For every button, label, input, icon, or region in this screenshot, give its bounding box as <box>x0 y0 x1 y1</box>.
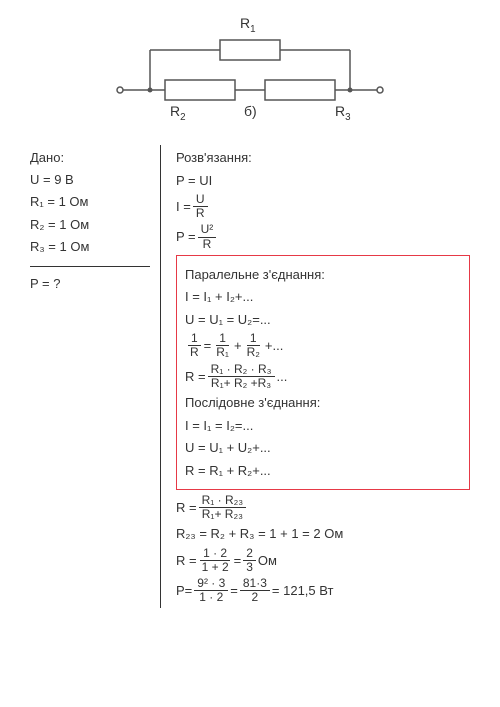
label-r1: R1 <box>240 15 256 35</box>
eq-i: I = UR <box>176 193 470 220</box>
solution-title: Розв'язання: <box>176 148 470 168</box>
ser-i: I = I₁ = I₂=... <box>185 416 461 436</box>
eq-p: P = U²R <box>176 223 470 250</box>
given-r1: R₁ = 1 Ом <box>30 193 148 211</box>
r-calc: R = R₁ · R₂₃R₁+ R₂₃ <box>176 494 470 521</box>
parallel-title: Паралельне з'єднання: <box>185 265 461 285</box>
formulas-box: Паралельне з'єднання: I = I₁ + I₂+... U … <box>176 255 470 490</box>
eq-p-ui: P = UI <box>176 171 470 191</box>
par-i: I = I₁ + I₂+... <box>185 287 461 307</box>
given-r2: R₂ = 1 Ом <box>30 216 148 234</box>
series-title: Послідовне з'єднання: <box>185 393 461 413</box>
par-rinv: 1R = 1R₁ + 1R₂ +... <box>185 332 461 359</box>
given-u: U = 9 В <box>30 171 148 189</box>
par-r: R = R₁ · R₂ · R₃R₁+ R₂ +R₃ ... <box>185 363 461 390</box>
circuit-caption: б) <box>244 103 257 119</box>
given-r3: R₃ = 1 Ом <box>30 238 148 256</box>
solution-column: Розв'язання: P = UI I = UR P = U²R Парал… <box>160 145 470 608</box>
ser-r: R = R₁ + R₂+... <box>185 461 461 481</box>
given-divider <box>30 266 150 267</box>
label-r3: R3 <box>335 103 351 123</box>
p-final: P= 9² · 31 · 2 = 81·32 = 121,5 Вт <box>176 577 470 604</box>
content: Дано: U = 9 В R₁ = 1 Ом R₂ = 1 Ом R₃ = 1… <box>30 145 470 608</box>
circuit-diagram: R1 R2 R3 б) <box>110 15 390 115</box>
label-r2: R2 <box>170 103 186 123</box>
r23: R₂₃ = R₂ + R₃ = 1 + 1 = 2 Ом <box>176 524 470 544</box>
ser-u: U = U₁ + U₂+... <box>185 438 461 458</box>
given-title: Дано: <box>30 149 148 167</box>
given-column: Дано: U = 9 В R₁ = 1 Ом R₂ = 1 Ом R₃ = 1… <box>30 145 160 608</box>
given-question: P = ? <box>30 275 148 293</box>
par-u: U = U₁ = U₂=... <box>185 310 461 330</box>
r-num: R = 1 · 21 + 2 = 23 Ом <box>176 547 470 574</box>
